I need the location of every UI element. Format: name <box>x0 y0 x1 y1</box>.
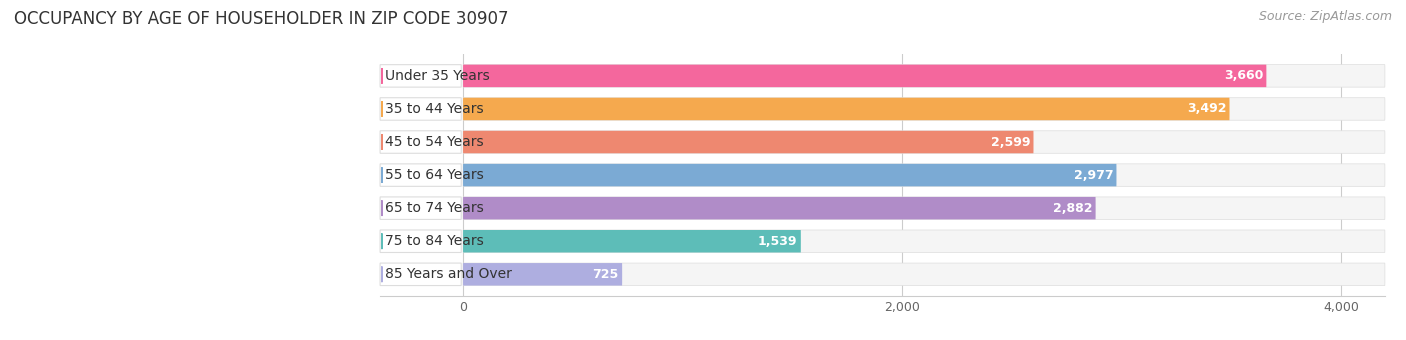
Text: 75 to 84 Years: 75 to 84 Years <box>385 234 484 248</box>
Text: 55 to 64 Years: 55 to 64 Years <box>385 168 484 182</box>
FancyBboxPatch shape <box>463 98 1229 120</box>
Text: 3,660: 3,660 <box>1223 69 1263 82</box>
FancyBboxPatch shape <box>380 164 461 186</box>
FancyBboxPatch shape <box>463 131 1385 153</box>
FancyBboxPatch shape <box>463 98 1385 120</box>
Text: 2,599: 2,599 <box>991 136 1031 149</box>
FancyBboxPatch shape <box>463 164 1116 186</box>
Text: 45 to 54 Years: 45 to 54 Years <box>385 135 484 149</box>
FancyBboxPatch shape <box>380 98 461 120</box>
FancyBboxPatch shape <box>463 197 1385 219</box>
Text: 2,977: 2,977 <box>1074 169 1114 182</box>
FancyBboxPatch shape <box>463 197 1095 219</box>
FancyBboxPatch shape <box>380 230 461 253</box>
FancyBboxPatch shape <box>463 65 1385 87</box>
FancyBboxPatch shape <box>380 263 461 286</box>
Text: 35 to 44 Years: 35 to 44 Years <box>385 102 484 116</box>
FancyBboxPatch shape <box>463 263 623 286</box>
FancyBboxPatch shape <box>380 131 461 153</box>
Text: 3,492: 3,492 <box>1187 102 1226 116</box>
Text: 725: 725 <box>592 268 619 281</box>
Text: 65 to 74 Years: 65 to 74 Years <box>385 201 484 215</box>
FancyBboxPatch shape <box>463 65 1267 87</box>
FancyBboxPatch shape <box>380 197 461 219</box>
Text: OCCUPANCY BY AGE OF HOUSEHOLDER IN ZIP CODE 30907: OCCUPANCY BY AGE OF HOUSEHOLDER IN ZIP C… <box>14 10 509 28</box>
FancyBboxPatch shape <box>463 230 1385 253</box>
Text: 1,539: 1,539 <box>758 235 797 248</box>
FancyBboxPatch shape <box>463 230 801 253</box>
FancyBboxPatch shape <box>463 164 1385 186</box>
FancyBboxPatch shape <box>380 65 461 87</box>
Text: 85 Years and Over: 85 Years and Over <box>385 267 512 281</box>
Text: Under 35 Years: Under 35 Years <box>385 69 489 83</box>
FancyBboxPatch shape <box>463 131 1033 153</box>
Text: Source: ZipAtlas.com: Source: ZipAtlas.com <box>1258 10 1392 23</box>
FancyBboxPatch shape <box>463 263 1385 286</box>
Text: 2,882: 2,882 <box>1053 202 1092 215</box>
